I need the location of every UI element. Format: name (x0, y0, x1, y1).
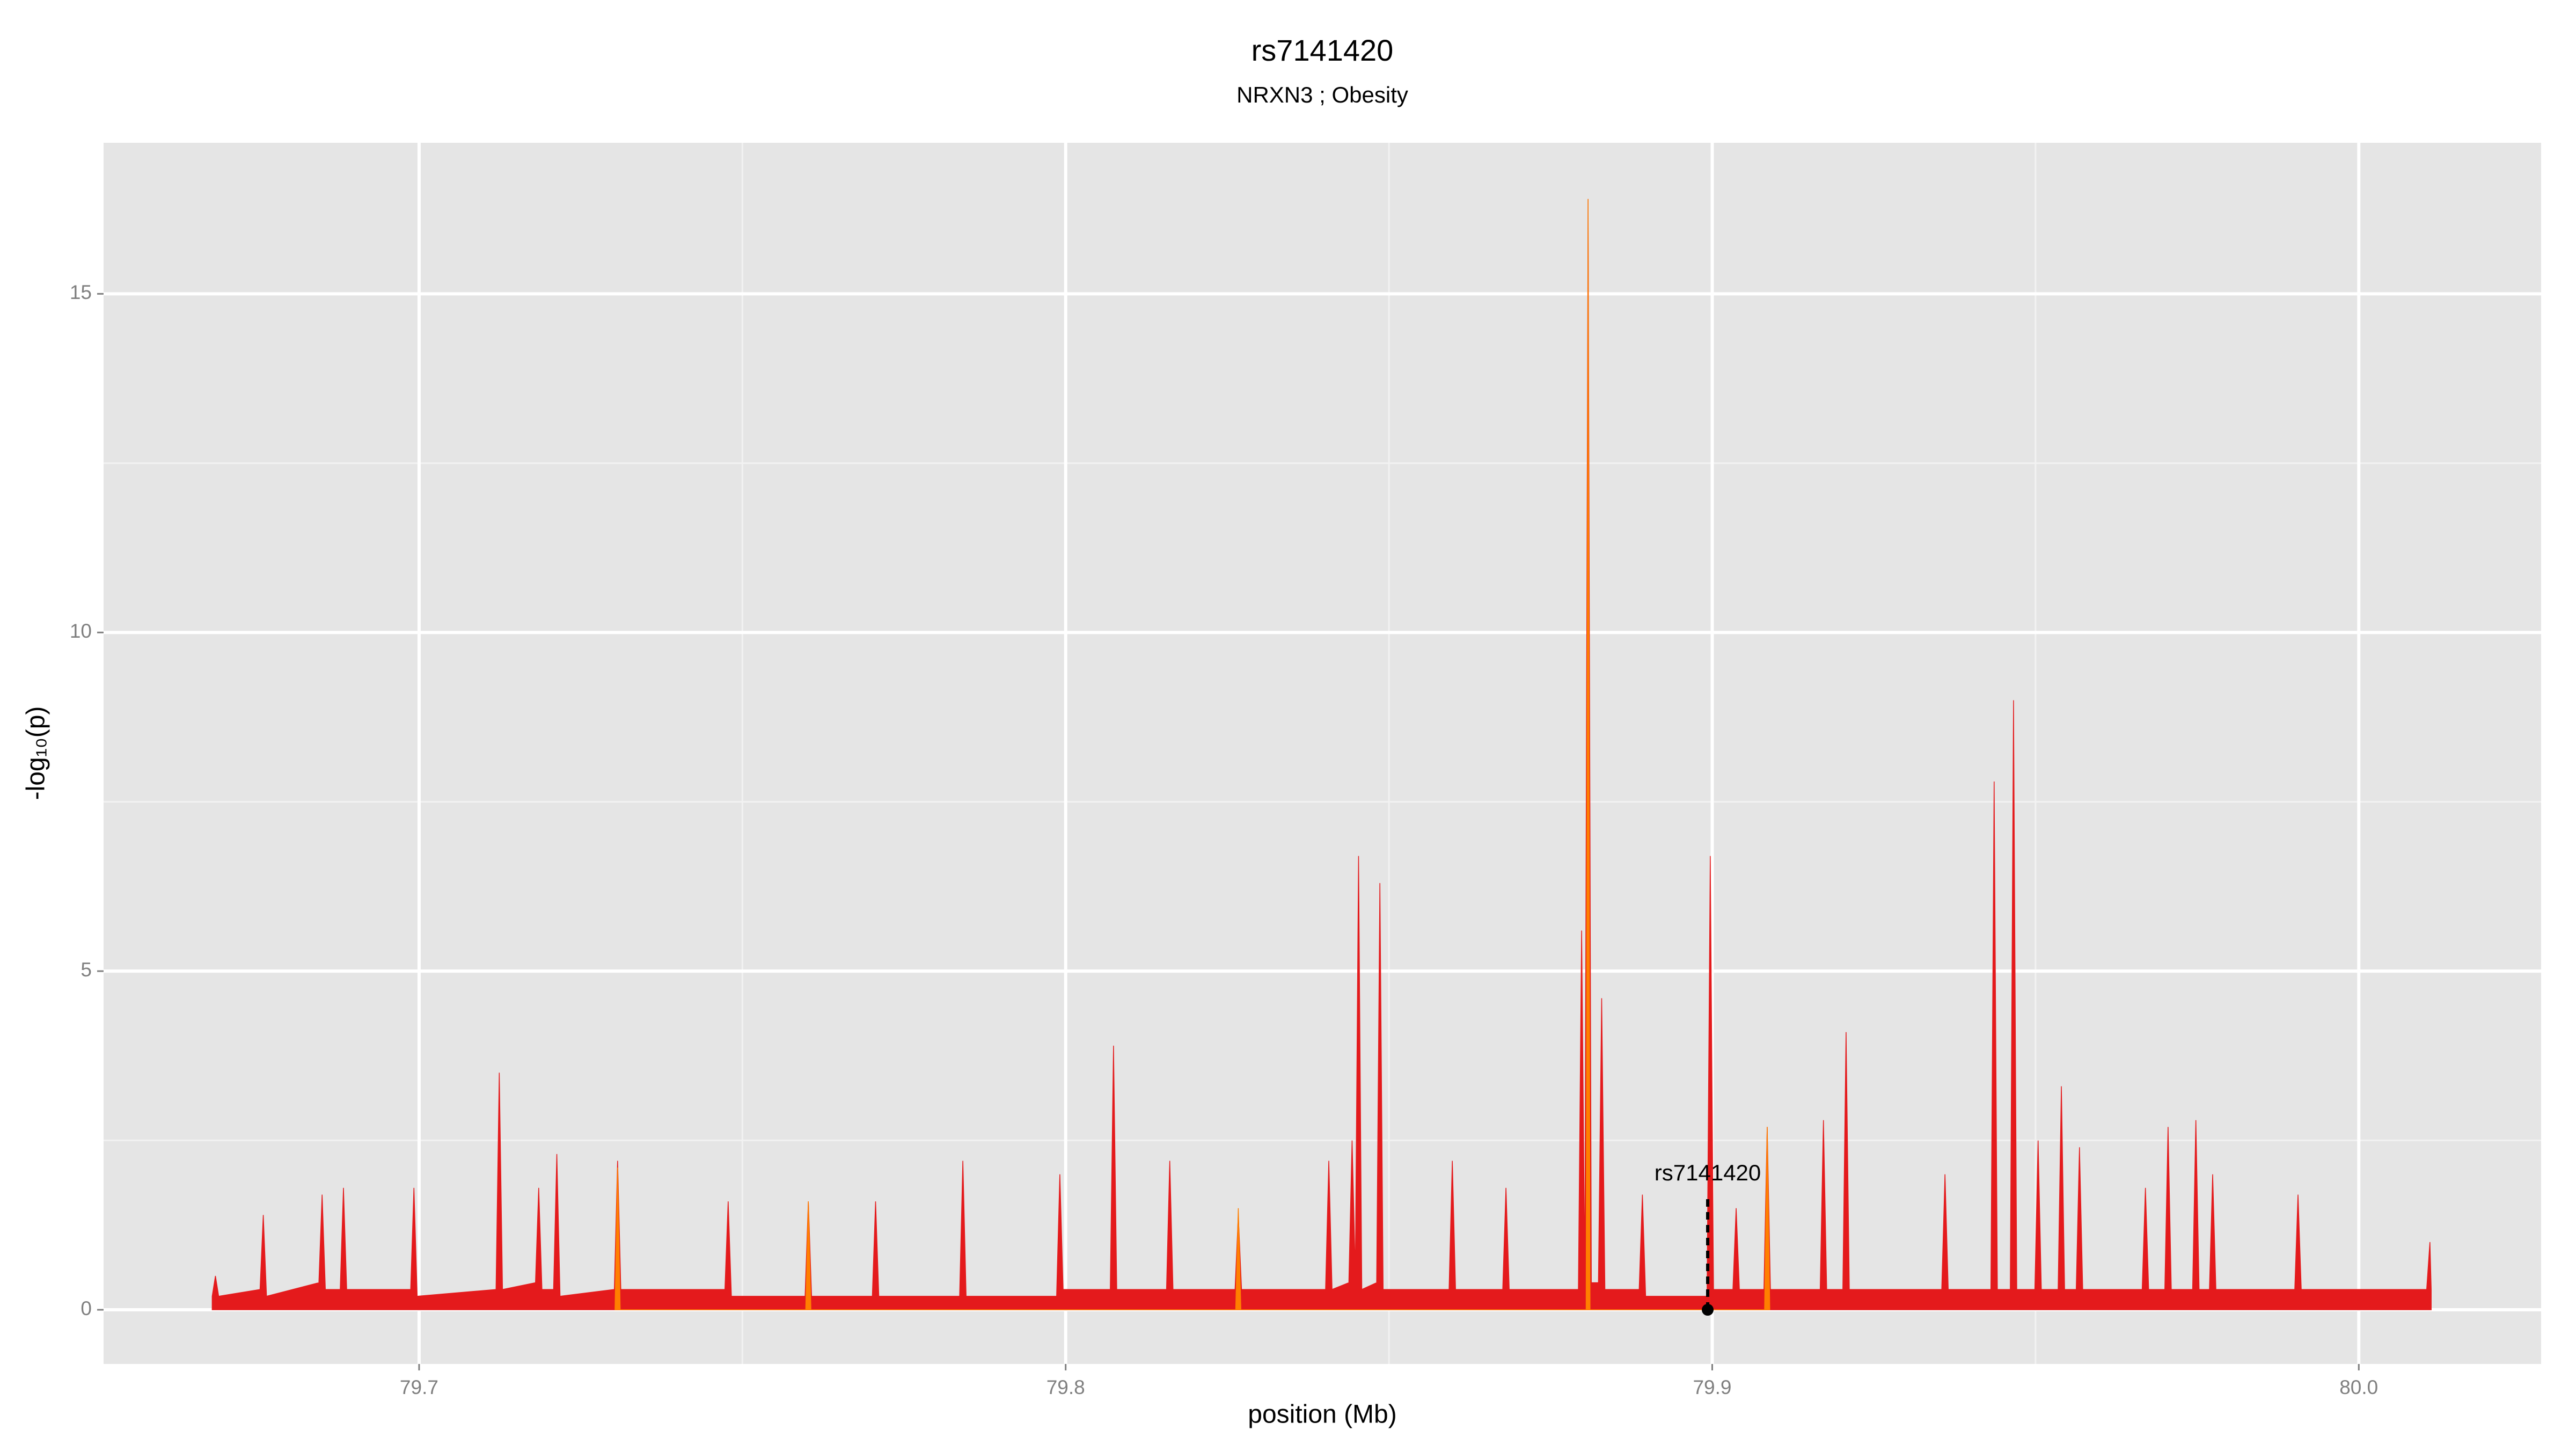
chart-title: rs7141420 (1252, 33, 1394, 67)
x-tick-label: 79.9 (1693, 1376, 1731, 1398)
x-axis-title: position (Mb) (1248, 1400, 1396, 1429)
x-tick-label: 79.8 (1046, 1376, 1085, 1398)
y-tick-label: 5 (80, 959, 92, 981)
y-axis-title: -log₁₀(p) (22, 706, 50, 800)
y-tick-label: 15 (70, 281, 92, 303)
annotation-label: rs7141420 (1655, 1160, 1761, 1185)
y-tick-label: 0 (80, 1297, 92, 1319)
area (614, 199, 1770, 1310)
y-tick-label: 10 (70, 620, 92, 642)
chart-subtitle: NRXN3 ; Obesity (1236, 82, 1408, 107)
area (211, 199, 2432, 1310)
x-tick-label: 79.7 (400, 1376, 438, 1398)
x-tick-label: 80.0 (2339, 1376, 2378, 1398)
annotation-point (1702, 1304, 1714, 1316)
plot-panel (104, 143, 2541, 1364)
